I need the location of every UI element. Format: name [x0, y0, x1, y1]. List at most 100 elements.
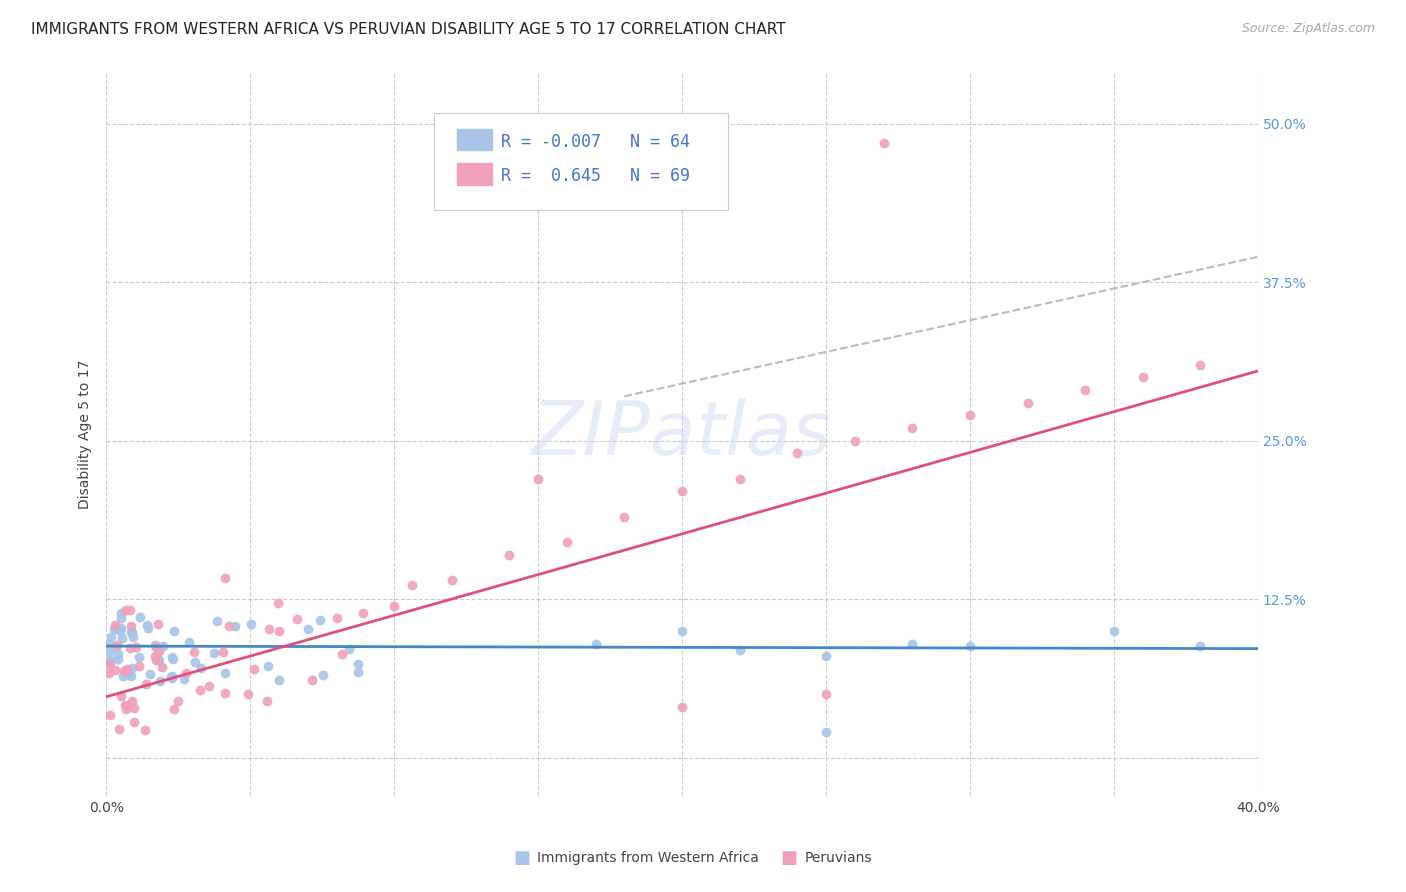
Point [122, 715, 145, 730]
Point [267, 624, 290, 638]
Point [214, 571, 236, 585]
Point [337, 641, 360, 656]
Text: Peruvians: Peruvians [804, 851, 872, 865]
Point [100, 656, 122, 670]
Point [117, 667, 139, 681]
Point [108, 624, 131, 638]
Point [218, 618, 240, 632]
Point [118, 641, 141, 656]
Point [163, 624, 186, 638]
Text: ■: ■ [780, 849, 797, 867]
Point [901, 636, 924, 650]
Point [198, 679, 221, 693]
Text: R =  0.645: R = 0.645 [501, 167, 602, 185]
Point [297, 622, 319, 636]
Point [160, 672, 183, 686]
Point [671, 624, 693, 638]
Point [224, 618, 246, 632]
Point [104, 663, 127, 677]
Point [267, 673, 290, 687]
Point [110, 606, 132, 620]
Point [98, 657, 121, 672]
Point [346, 657, 368, 672]
Point [728, 472, 751, 486]
Point [105, 621, 128, 635]
FancyBboxPatch shape [434, 112, 728, 211]
Bar [457, 163, 492, 185]
Point [146, 616, 169, 631]
Point [498, 548, 520, 562]
Point [613, 509, 636, 524]
Point [143, 649, 166, 664]
Point [139, 666, 162, 681]
Point [160, 669, 183, 683]
Point [267, 596, 290, 610]
Point [120, 669, 142, 683]
Text: Source: ZipAtlas.com: Source: ZipAtlas.com [1241, 22, 1375, 36]
Point [134, 723, 156, 737]
Point [814, 725, 837, 739]
Point [129, 610, 152, 624]
Point [145, 640, 167, 655]
Point [183, 645, 205, 659]
Point [1074, 383, 1097, 397]
Point [212, 645, 235, 659]
Point [162, 652, 184, 666]
Point [111, 631, 134, 645]
Point [239, 616, 262, 631]
Point [115, 603, 138, 617]
Point [103, 617, 125, 632]
Point [115, 662, 138, 676]
Point [110, 621, 132, 635]
Point [120, 603, 142, 617]
Point [120, 619, 142, 633]
Point [150, 660, 173, 674]
Point [179, 635, 201, 649]
Point [1102, 624, 1125, 638]
Point [309, 613, 332, 627]
Point [128, 649, 150, 664]
Point [188, 682, 211, 697]
Point [108, 722, 131, 736]
Point [110, 611, 132, 625]
Point [121, 661, 143, 675]
Bar [457, 128, 492, 151]
Point [98, 665, 121, 680]
Point [114, 698, 136, 713]
Point [136, 621, 159, 635]
Point [236, 687, 259, 701]
Point [128, 658, 150, 673]
Point [872, 136, 894, 150]
Point [527, 472, 550, 486]
Point [112, 664, 135, 678]
Point [671, 700, 693, 714]
Point [325, 611, 347, 625]
Text: R = -0.007: R = -0.007 [501, 133, 602, 151]
Y-axis label: Disability Age 5 to 17: Disability Age 5 to 17 [79, 359, 93, 509]
Point [1017, 395, 1039, 409]
Point [98, 653, 121, 667]
Point [1189, 639, 1212, 653]
Point [159, 670, 181, 684]
Point [844, 434, 866, 448]
Point [786, 446, 808, 460]
Point [152, 639, 174, 653]
Point [243, 662, 266, 676]
Point [163, 702, 186, 716]
Point [301, 673, 323, 687]
Point [173, 673, 195, 687]
Point [122, 701, 145, 715]
Point [100, 630, 122, 644]
Point [190, 661, 212, 675]
Point [347, 665, 370, 679]
Point [103, 622, 125, 636]
Text: Immigrants from Western Africa: Immigrants from Western Africa [537, 851, 759, 865]
Point [125, 640, 148, 655]
Point [959, 409, 981, 423]
Point [135, 677, 157, 691]
Point [1132, 370, 1154, 384]
Point [112, 669, 135, 683]
Point [145, 638, 167, 652]
Point [312, 668, 335, 682]
Point [146, 651, 169, 665]
